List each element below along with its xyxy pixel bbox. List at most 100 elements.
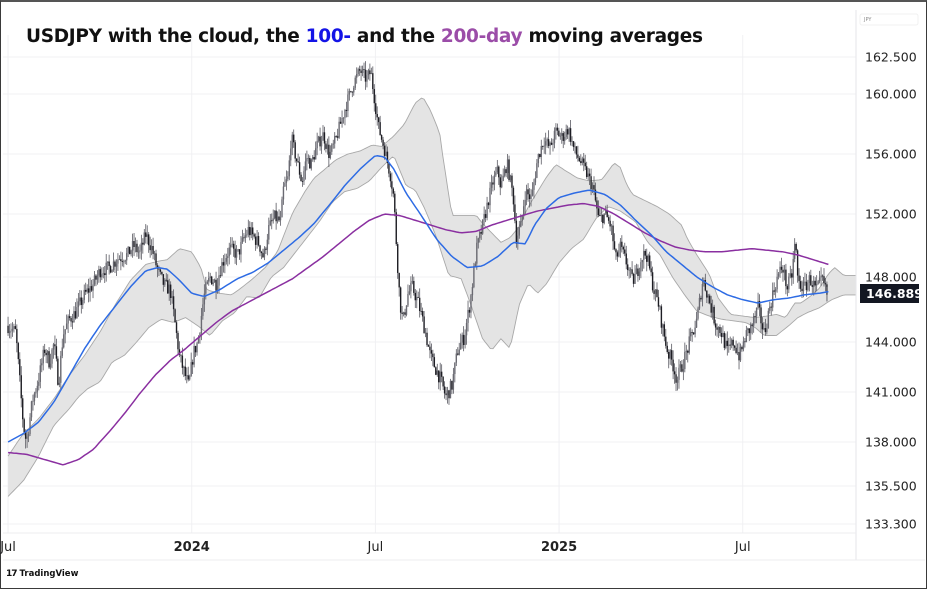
candle (774, 287, 777, 298)
candle (651, 266, 654, 293)
candle (483, 206, 485, 226)
candle (780, 257, 783, 274)
candle (191, 359, 194, 374)
candle (336, 128, 339, 141)
candle (761, 317, 764, 339)
candle (121, 252, 124, 267)
candle (742, 336, 745, 352)
candle (531, 182, 534, 197)
candle (345, 101, 348, 118)
candle (134, 237, 137, 253)
candle (294, 140, 296, 163)
candle (212, 279, 214, 287)
candle (14, 319, 17, 330)
candle (10, 323, 12, 339)
candle (323, 126, 326, 151)
candle (232, 240, 235, 257)
candle (625, 245, 627, 270)
candle (143, 229, 145, 246)
candle (136, 239, 138, 257)
candle (685, 344, 687, 360)
candle (117, 253, 119, 271)
time-tick-label: 2025 (541, 540, 577, 555)
candle (372, 66, 374, 95)
candle (133, 232, 135, 257)
candle (167, 274, 169, 294)
candle (306, 150, 308, 171)
candle (465, 318, 468, 345)
candle (263, 246, 266, 261)
candle (260, 250, 263, 260)
candle (382, 136, 384, 150)
candle (577, 145, 579, 162)
candle (496, 159, 499, 175)
candle (421, 307, 424, 322)
candle (307, 154, 310, 164)
ma200-series (8, 202, 829, 466)
candle (332, 139, 334, 149)
tradingview-watermark[interactable]: 17 TradingView (6, 569, 78, 579)
candle (128, 246, 131, 255)
candle (549, 141, 551, 155)
candle (189, 374, 191, 381)
candle (640, 257, 642, 279)
candle (137, 246, 140, 259)
candle (508, 155, 510, 183)
candle (414, 288, 416, 308)
candle (659, 305, 661, 310)
candle (334, 132, 336, 149)
candle (793, 238, 796, 263)
time-axis[interactable]: Jul 2024 Jul 2025 Jul (0, 540, 751, 555)
candle (440, 364, 443, 383)
candle (688, 328, 690, 355)
candle (202, 297, 204, 320)
candle (95, 273, 97, 287)
candle (177, 330, 179, 356)
candle (486, 196, 488, 221)
candle (221, 258, 223, 277)
candle (45, 349, 47, 364)
candle (660, 304, 663, 334)
price-tick-label: 156.000 (865, 147, 917, 162)
candle (536, 159, 538, 179)
candle (262, 248, 264, 259)
candle (624, 242, 626, 257)
candle (436, 363, 438, 377)
candle (353, 85, 355, 96)
candle (241, 229, 244, 244)
candle (546, 137, 548, 148)
candle (363, 62, 365, 79)
candle (273, 210, 276, 220)
candle (168, 278, 170, 301)
candle (230, 237, 232, 255)
candle (161, 271, 163, 276)
candle (213, 278, 216, 283)
candle (131, 233, 134, 258)
candle (16, 324, 18, 353)
price-axis[interactable]: 162.500 160.000 156.000 152.000 148.000 144.0… (865, 50, 917, 532)
candle (657, 289, 660, 312)
candle (413, 276, 415, 296)
candle (303, 166, 305, 186)
candle (392, 187, 395, 198)
candle (55, 338, 58, 362)
candle (112, 252, 115, 272)
candle (281, 196, 283, 218)
candle (602, 213, 604, 229)
candle (644, 249, 646, 259)
candle (335, 135, 337, 138)
candle (487, 201, 490, 209)
candle (665, 328, 667, 349)
candle (410, 276, 412, 299)
candle (587, 167, 589, 181)
candle (824, 277, 827, 292)
candle (367, 68, 370, 80)
candle (328, 136, 330, 168)
candle (90, 279, 93, 292)
candle (63, 325, 65, 349)
candle (779, 261, 781, 278)
candle (556, 123, 559, 136)
candle (11, 322, 14, 337)
candle (391, 172, 393, 197)
